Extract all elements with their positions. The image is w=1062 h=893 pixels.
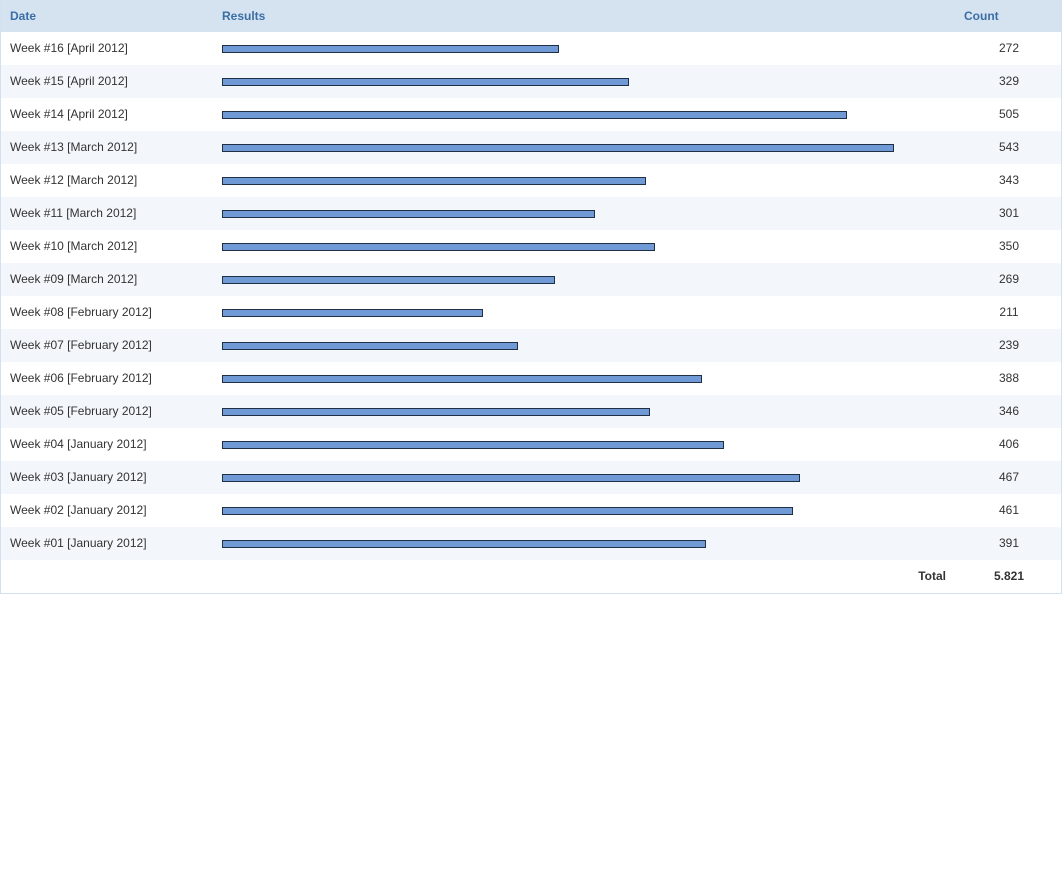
result-bar	[222, 507, 793, 515]
row-count-value: 467	[998, 470, 1020, 484]
bar-track	[222, 78, 894, 86]
row-count-value: 239	[998, 338, 1020, 352]
bar-track	[222, 474, 894, 482]
row-date-label: Week #08 [February 2012]	[10, 305, 152, 319]
column-header-results[interactable]: Results	[222, 9, 266, 23]
row-date-label: Week #02 [January 2012]	[10, 503, 147, 517]
bar-track	[222, 144, 894, 152]
row-count-value: 461	[998, 503, 1020, 517]
table-row: Week #07 [February 2012] 239	[1, 329, 1061, 362]
row-count-value: 350	[998, 239, 1020, 253]
table-row: Week #10 [March 2012] 350	[1, 230, 1061, 263]
bar-track	[222, 342, 894, 350]
row-count-value: 269	[998, 272, 1020, 286]
row-date-label: Week #14 [April 2012]	[10, 107, 128, 121]
bar-track	[222, 309, 894, 317]
row-date-label: Week #07 [February 2012]	[10, 338, 152, 352]
row-date-label: Week #10 [March 2012]	[10, 239, 138, 253]
bar-track	[222, 507, 894, 515]
table-body: Week #16 [April 2012] 272 Week #15 [April …	[1, 32, 1061, 560]
table-row: Week #14 [April 2012] 505	[1, 98, 1061, 131]
row-count-value: 543	[998, 140, 1020, 154]
row-date-label: Week #09 [March 2012]	[10, 272, 138, 286]
table-row: Week #08 [February 2012] 211	[1, 296, 1061, 329]
row-count-value: 505	[998, 107, 1020, 121]
bar-track	[222, 45, 894, 53]
row-date-label: Week #11 [March 2012]	[10, 206, 137, 220]
result-bar	[222, 177, 646, 185]
row-date-label: Week #03 [January 2012]	[10, 470, 147, 484]
row-date-label: Week #06 [February 2012]	[10, 371, 152, 385]
result-bar	[222, 540, 706, 548]
result-bar	[222, 276, 555, 284]
total-value: 5.821	[993, 569, 1025, 583]
bar-track	[222, 243, 894, 251]
bar-track	[222, 177, 894, 185]
result-bar	[222, 342, 518, 350]
table-row: Week #16 [April 2012] 272	[1, 32, 1061, 65]
table-header: Date Results Count	[1, 0, 1061, 32]
results-table: Date Results Count Week #16 [April 2012]…	[0, 0, 1062, 594]
bar-track	[222, 111, 894, 119]
result-bar	[222, 45, 559, 53]
result-bar	[222, 243, 655, 251]
table-row: Week #09 [March 2012] 269	[1, 263, 1061, 296]
result-bar	[222, 375, 702, 383]
table-row: Week #04 [January 2012] 406	[1, 428, 1061, 461]
table-row: Week #03 [January 2012] 467	[1, 461, 1061, 494]
row-date-label: Week #15 [April 2012]	[10, 74, 128, 88]
bar-track	[222, 210, 894, 218]
result-bar	[222, 144, 894, 152]
bar-track	[222, 408, 894, 416]
result-bar	[222, 111, 847, 119]
row-count-value: 391	[998, 536, 1020, 550]
table-row: Week #13 [March 2012] 543	[1, 131, 1061, 164]
table-row: Week #12 [March 2012] 343	[1, 164, 1061, 197]
result-bar	[222, 309, 483, 317]
row-count-value: 211	[999, 305, 1019, 319]
row-count-value: 301	[998, 206, 1020, 220]
row-date-label: Week #04 [January 2012]	[10, 437, 147, 451]
row-date-label: Week #05 [February 2012]	[10, 404, 152, 418]
total-label: Total	[918, 569, 946, 583]
row-count-value: 406	[998, 437, 1020, 451]
result-bar	[222, 78, 629, 86]
column-header-date[interactable]: Date	[10, 9, 37, 23]
row-count-value: 329	[998, 74, 1020, 88]
bar-track	[222, 375, 894, 383]
total-row: Total 5.821	[1, 560, 1061, 593]
row-count-value: 272	[998, 41, 1020, 55]
table-row: Week #01 [January 2012] 391	[1, 527, 1061, 560]
result-bar	[222, 408, 650, 416]
result-bar	[222, 441, 724, 449]
table-row: Week #11 [March 2012] 301	[1, 197, 1061, 230]
table-row: Week #05 [February 2012] 346	[1, 395, 1061, 428]
row-date-label: Week #16 [April 2012]	[10, 41, 128, 55]
bar-track	[222, 276, 894, 284]
row-count-value: 343	[998, 173, 1020, 187]
table-row: Week #06 [February 2012] 388	[1, 362, 1061, 395]
result-bar	[222, 474, 800, 482]
bar-track	[222, 441, 894, 449]
row-date-label: Week #13 [March 2012]	[10, 140, 138, 154]
row-count-value: 346	[998, 404, 1020, 418]
row-date-label: Week #01 [January 2012]	[10, 536, 147, 550]
column-header-count[interactable]: Count	[964, 9, 999, 23]
result-bar	[222, 210, 595, 218]
bar-track	[222, 540, 894, 548]
table-row: Week #15 [April 2012] 329	[1, 65, 1061, 98]
row-date-label: Week #12 [March 2012]	[10, 173, 138, 187]
row-count-value: 388	[998, 371, 1020, 385]
table-row: Week #02 [January 2012] 461	[1, 494, 1061, 527]
